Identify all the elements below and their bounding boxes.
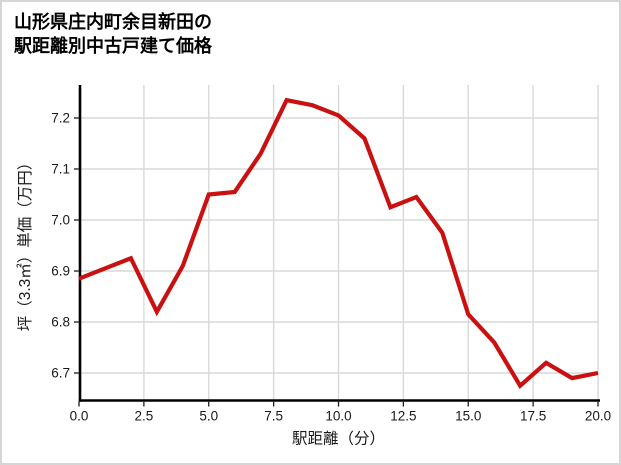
y-tick-label: 7.2 [51,111,70,126]
x-tick-label: 5.0 [199,409,218,424]
x-tick-label: 10.0 [325,409,351,424]
x-tick-label: 15.0 [455,409,481,424]
y-tick-label: 6.7 [51,366,70,381]
y-axis-title: 坪（3.3㎡）単価（万円） [16,155,34,332]
y-tick-label: 7.1 [51,162,70,177]
chart-title-line1: 山形県庄内町余目新田の [14,12,212,32]
x-tick-label: 0.0 [70,409,89,424]
x-axis-title: 駅距離（分） [292,430,385,448]
chart-title: 山形県庄内町余目新田の 駅距離別中古戸建て価格 [14,10,212,58]
chart-title-line2: 駅距離別中古戸建て価格 [14,36,212,56]
x-tick-label: 2.5 [134,409,153,424]
y-tick-label: 7.0 [51,213,70,228]
y-tick-label: 6.8 [51,315,70,330]
x-tick-label: 12.5 [390,409,416,424]
x-tick-label: 7.5 [264,409,283,424]
price-line-series [78,97,599,389]
x-tick-label: 17.5 [520,409,546,424]
x-tick-label: 20.0 [585,409,611,424]
y-tick-label: 6.9 [51,264,70,279]
